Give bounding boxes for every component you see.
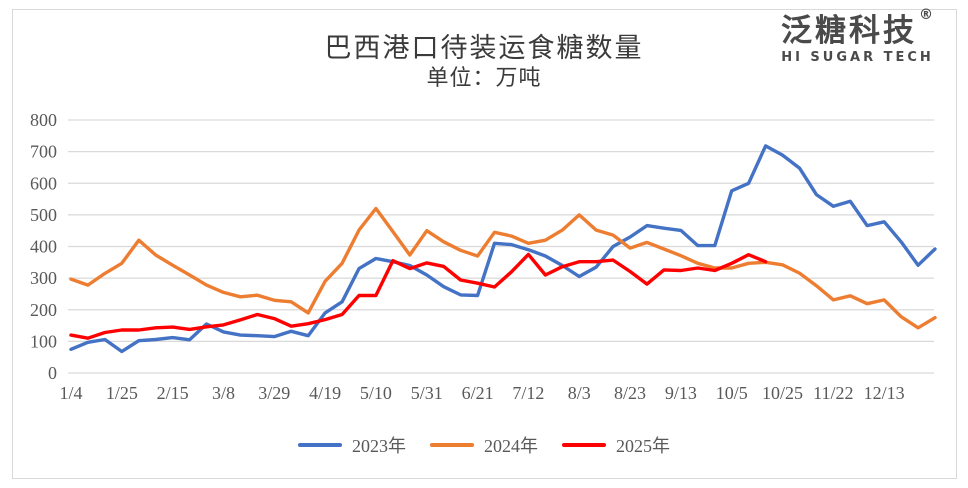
y-tick-label: 0: [48, 363, 57, 383]
x-tick-label: 3/29: [258, 383, 290, 403]
x-tick-label: 4/19: [309, 383, 341, 403]
legend-label-2025: 2025年: [616, 436, 670, 456]
x-tick-label: 7/12: [512, 383, 544, 403]
legend-label-2024: 2024年: [484, 436, 538, 456]
y-tick-label: 400: [30, 237, 57, 257]
x-tick-label: 10/25: [762, 383, 803, 403]
x-tick-label: 5/10: [360, 383, 392, 403]
series-line-2023年: [69, 144, 937, 354]
x-tick-label: 11/22: [813, 383, 853, 403]
x-tick-label: 12/13: [864, 383, 905, 403]
legend-label-2023: 2023年: [352, 436, 406, 456]
x-tick-label: 2/15: [157, 383, 189, 403]
x-tick-label: 10/5: [716, 383, 748, 403]
legend-swatch-2024: [430, 443, 474, 447]
y-tick-label: 600: [30, 173, 57, 193]
x-tick-label: 5/31: [411, 383, 443, 403]
legend-item-2025: 2025年: [562, 432, 670, 458]
chart-legend: 2023年 2024年 2025年: [0, 432, 968, 458]
brand-subtext: HI SUGAR TECH: [781, 50, 934, 66]
y-tick-label: 300: [30, 268, 57, 288]
y-tick-label: 100: [30, 331, 57, 351]
x-tick-label: 1/25: [106, 383, 138, 403]
x-tick-label: 8/23: [614, 383, 646, 403]
y-tick-label: 800: [30, 110, 57, 130]
x-tick-label: 8/3: [568, 383, 591, 403]
series-line-2025年: [69, 252, 768, 340]
x-tick-label: 3/8: [212, 383, 235, 403]
chart-title: 巴西港口待装运食糖数量: [324, 33, 644, 63]
x-tick-label: 9/13: [665, 383, 697, 403]
brand-logo: 泛糖科技 ® HI SUGAR TECH: [781, 7, 936, 66]
x-tick-label: 6/21: [462, 383, 494, 403]
legend-swatch-2025: [562, 443, 606, 447]
legend-swatch-2023: [298, 443, 342, 447]
y-tick-label: 500: [30, 205, 57, 225]
y-tick-label: 200: [30, 300, 57, 320]
series-line-2024年: [69, 206, 937, 330]
y-tick-label: 700: [30, 142, 57, 162]
legend-item-2024: 2024年: [430, 432, 538, 458]
chart-subtitle: 单位：万吨: [426, 65, 542, 90]
legend-item-2023: 2023年: [298, 432, 406, 458]
brand-name: 泛糖科技 ®: [781, 7, 936, 49]
x-tick-label: 1/4: [59, 383, 82, 403]
registered-trademark-icon: ®: [919, 7, 936, 23]
